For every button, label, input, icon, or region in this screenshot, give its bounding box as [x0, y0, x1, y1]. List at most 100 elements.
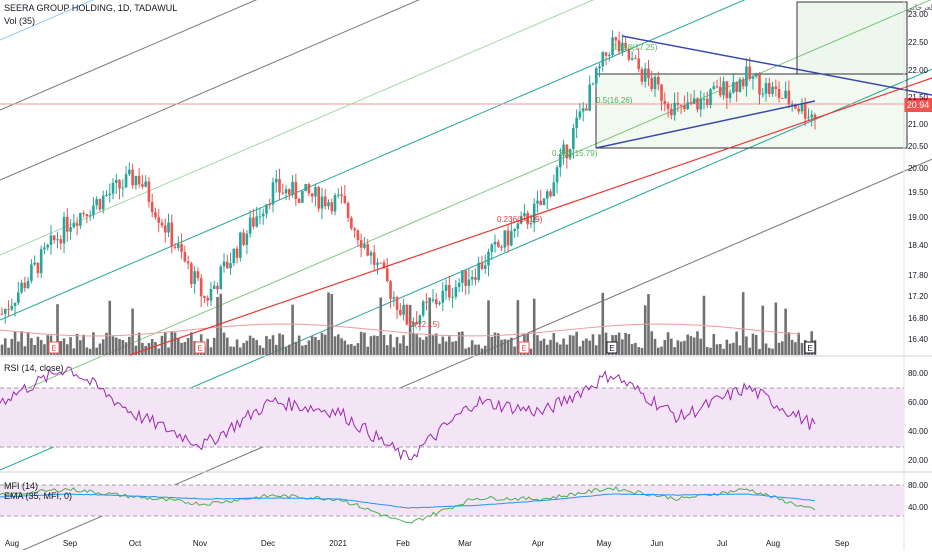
candle-body: [389, 281, 392, 299]
volume-bar: [627, 334, 631, 355]
volume-bar: [405, 345, 409, 355]
volume-bar: [274, 344, 278, 355]
volume-bar: [144, 346, 147, 355]
earnings-marker[interactable]: [518, 341, 530, 354]
volume-bar: [167, 347, 170, 355]
candle-body: [245, 233, 249, 245]
volume-bar: [88, 348, 92, 355]
last-price-tag: 20.94: [907, 100, 930, 110]
volume-bar: [281, 334, 285, 355]
target-box: [796, 1, 908, 75]
candle-body: [438, 302, 441, 305]
earnings-marker[interactable]: [804, 341, 816, 354]
candle-body: [794, 104, 797, 109]
earnings-marker[interactable]: [194, 341, 206, 354]
candle-body: [144, 181, 147, 187]
candle-body: [56, 239, 59, 241]
candle-body: [611, 37, 614, 56]
price-tick-label: 19.50: [908, 188, 929, 197]
volume-bar: [418, 337, 422, 355]
volume-bar: [278, 333, 281, 355]
candle-body: [588, 84, 592, 111]
volume-bar: [438, 343, 441, 355]
candle-body: [650, 78, 654, 90]
candle-body: [137, 176, 141, 185]
candle-body: [640, 69, 644, 82]
candle-body: [242, 232, 245, 245]
watermark: حسن العرجاني: [906, 3, 932, 12]
time-tick-label: Sep: [835, 539, 850, 548]
volume-bar: [268, 339, 272, 355]
volume-bar: [7, 347, 10, 355]
candle-body: [722, 81, 725, 96]
candle-body: [702, 98, 706, 100]
candle-body: [330, 202, 334, 212]
volume-bar: [712, 334, 716, 355]
volume-bar: [660, 346, 663, 355]
rsi-pane: 80.00 60.00 40.00 20.00: [0, 366, 929, 465]
mfi-label: MFI (14): [4, 481, 39, 491]
candle-body: [26, 280, 30, 289]
candle-body: [167, 222, 170, 233]
candle-body: [454, 286, 458, 297]
candle-body: [160, 222, 164, 226]
volume-bar: [421, 339, 425, 355]
candle-body: [624, 42, 627, 49]
volume-bar: [725, 339, 729, 355]
volume-bar: [232, 346, 236, 355]
candle-body: [653, 76, 657, 90]
volume-bar: [121, 339, 125, 355]
volume-bar: [467, 347, 471, 355]
volume-bar: [258, 345, 262, 355]
volume-bar: [781, 341, 784, 355]
candle-body: [598, 66, 601, 69]
candle-body: [506, 230, 510, 246]
volume-bar: [539, 340, 543, 355]
candle-body: [555, 167, 559, 183]
candle-body: [516, 223, 520, 229]
earnings-marker[interactable]: [48, 341, 60, 354]
volume-bar: [624, 332, 627, 355]
volume-bar: [542, 338, 546, 355]
volume-bar: [581, 340, 585, 355]
time-tick-label: May: [596, 539, 611, 548]
volume-bar: [10, 338, 14, 355]
candle-body: [108, 193, 112, 196]
volume-bar: [673, 347, 676, 355]
volume-bar: [510, 337, 513, 355]
candle-body: [451, 296, 454, 298]
volume-bar: [578, 346, 582, 355]
candle-body: [183, 251, 187, 262]
mfi-tick-label: 40.00: [908, 503, 929, 512]
volume-bar: [402, 335, 405, 355]
volume-ma: [0, 323, 801, 337]
candle-body: [111, 182, 115, 194]
candle-body: [732, 81, 735, 93]
candle-body: [813, 114, 817, 119]
candle-body: [754, 74, 758, 77]
volume-bar: [183, 341, 187, 355]
volume-bar: [572, 335, 575, 355]
volume-bar: [261, 347, 265, 355]
volume-bar: [483, 345, 487, 355]
candle-body: [180, 244, 183, 252]
earnings-marker[interactable]: [606, 341, 618, 354]
candle-body: [513, 228, 516, 232]
candle-body: [572, 127, 575, 149]
candle-body: [575, 117, 578, 128]
volume-bar: [480, 348, 484, 355]
volume-bar: [36, 336, 40, 355]
candle-body: [193, 271, 196, 284]
volume-bar: [59, 341, 63, 355]
candle-body: [630, 58, 634, 60]
candle-body: [771, 86, 774, 94]
candle-body: [75, 223, 79, 226]
volume-bar: [425, 336, 428, 355]
candle-body: [268, 204, 272, 206]
candle-body: [689, 102, 693, 104]
volume-bar: [23, 346, 27, 355]
volume-bar: [640, 347, 644, 355]
earnings-marker-label: E: [521, 344, 526, 353]
volume-bar: [346, 344, 350, 355]
